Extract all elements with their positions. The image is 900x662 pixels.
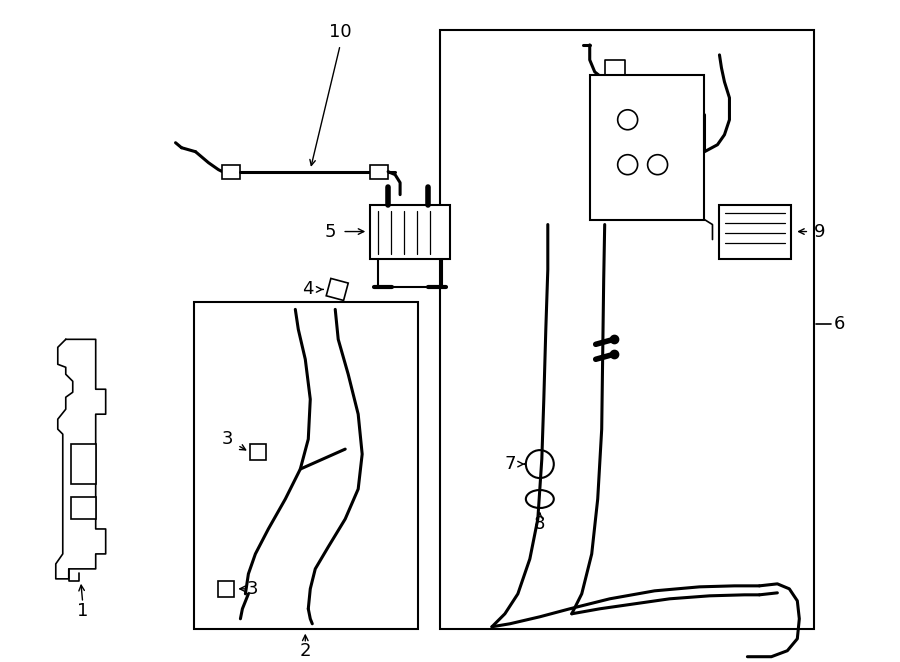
Bar [194, 303, 418, 629]
Text: 7: 7 [504, 455, 516, 473]
Text: 8: 8 [534, 515, 545, 533]
Text: 3: 3 [247, 580, 258, 598]
Bar [71, 497, 95, 519]
Text: 5: 5 [325, 222, 336, 240]
Text: 6: 6 [833, 315, 845, 334]
Bar [222, 165, 240, 179]
Bar [71, 444, 95, 484]
Bar [326, 279, 348, 301]
Bar [590, 75, 705, 220]
Text: 1: 1 [77, 602, 88, 620]
Bar [719, 205, 791, 260]
Bar [250, 444, 266, 460]
Bar [370, 165, 388, 179]
Bar [440, 30, 814, 629]
Text: 3: 3 [221, 430, 233, 448]
Bar [370, 205, 450, 260]
Text: 4: 4 [302, 281, 314, 299]
Bar [219, 581, 234, 597]
Text: 9: 9 [814, 222, 825, 240]
Text: 2: 2 [300, 641, 311, 660]
Text: 10: 10 [328, 23, 352, 41]
